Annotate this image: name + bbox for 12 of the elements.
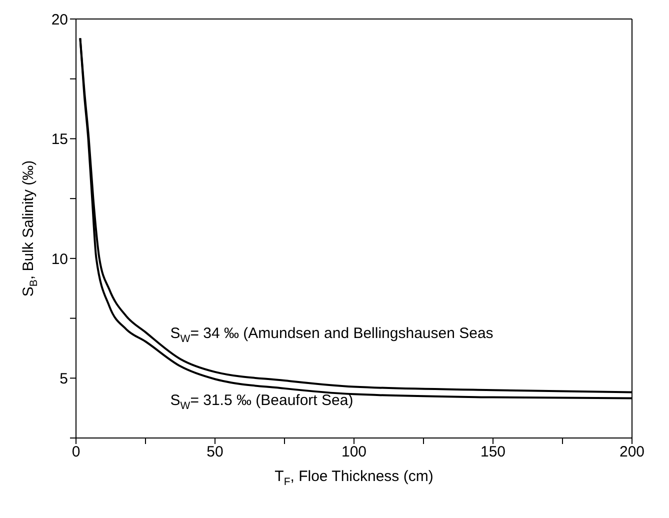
y-tick-label: 10 (51, 250, 68, 268)
x-tick-label: 100 (341, 444, 367, 461)
y-tick-label: 20 (51, 11, 68, 28)
series-label: S$_{W}$= 34 ‰ (Amundsen and Bellingshausen Seas (170, 324, 494, 345)
x-axis-title: T$_{F}$, Floe Thickness (cm) (274, 468, 434, 488)
x-tick-label: 150 (480, 444, 506, 461)
y-tick-label: 5 (60, 370, 68, 388)
x-tick-label: 200 (619, 444, 645, 461)
series-label: S$_{W}$= 31.5 ‰ (Beaufort Sea) (170, 392, 354, 412)
x-tick-label: 50 (206, 444, 224, 461)
x-tick-label: 0 (72, 444, 80, 461)
y-tick-label: 15 (51, 131, 68, 148)
